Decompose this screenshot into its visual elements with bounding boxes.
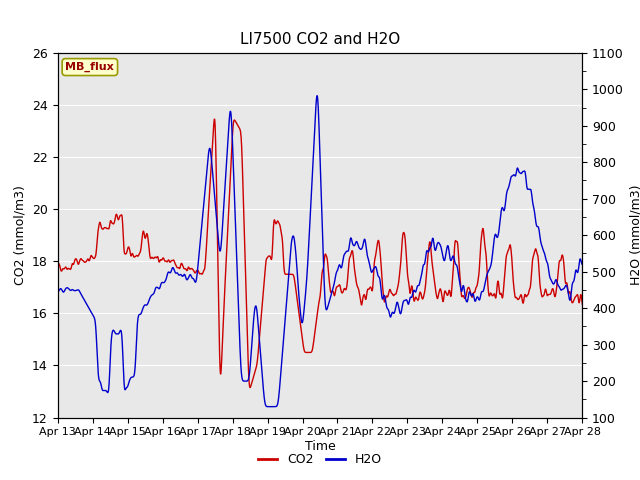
Y-axis label: H2O (mmol/m3): H2O (mmol/m3)	[630, 185, 640, 286]
Text: MB_flux: MB_flux	[65, 62, 114, 72]
Title: LI7500 CO2 and H2O: LI7500 CO2 and H2O	[240, 33, 400, 48]
Y-axis label: CO2 (mmol/m3): CO2 (mmol/m3)	[13, 185, 26, 285]
X-axis label: Time: Time	[305, 440, 335, 453]
Legend: CO2, H2O: CO2, H2O	[253, 448, 387, 471]
